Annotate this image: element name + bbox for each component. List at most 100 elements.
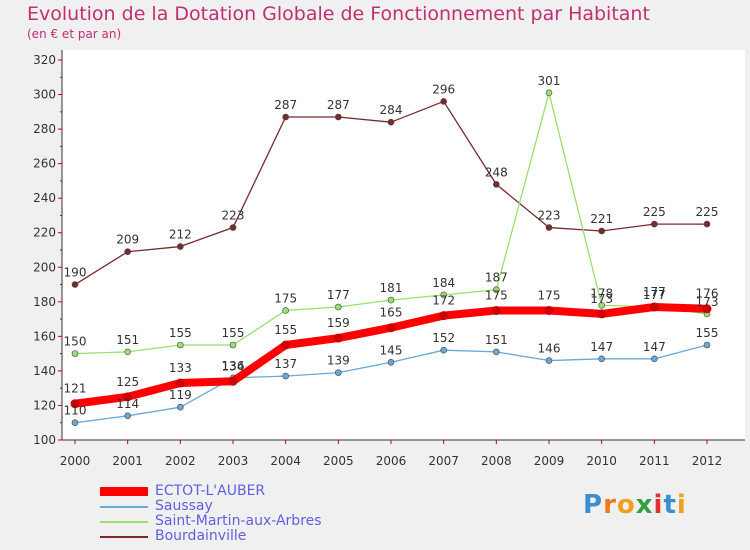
data-point-saussay — [124, 412, 131, 420]
data-label-saussay: 152 — [432, 331, 455, 345]
data-point-bourdainville — [387, 118, 395, 126]
x-tick-label: 2003 — [218, 454, 249, 468]
data-label-bourdainville: 225 — [696, 205, 719, 219]
data-point-saint_martin — [493, 286, 500, 294]
data-label-saint_martin: 301 — [538, 74, 561, 88]
data-point-saussay — [282, 372, 289, 380]
data-label-saint_martin: 178 — [590, 286, 613, 300]
data-label-saint_martin: 150 — [64, 335, 87, 349]
data-point-ectot — [702, 304, 712, 314]
data-point-saint_martin — [124, 348, 131, 356]
data-label-saint_martin: 184 — [432, 276, 455, 290]
data-label-saussay: 145 — [380, 343, 403, 357]
x-tick-label: 2005 — [323, 454, 354, 468]
data-point-bourdainville — [124, 248, 131, 256]
data-point-saint_martin — [71, 350, 79, 357]
data-label-ectot: 134 — [222, 359, 245, 373]
y-tick-label: 120 — [33, 398, 56, 412]
data-point-ectot — [386, 323, 396, 333]
data-point-saint_martin — [282, 307, 289, 314]
data-label-bourdainville: 284 — [380, 103, 403, 117]
data-point-saint_martin — [387, 296, 395, 304]
data-label-saussay: 137 — [274, 357, 297, 371]
data-label-ectot: 177 — [643, 285, 666, 299]
data-point-saussay — [493, 348, 500, 356]
data-label-bourdainville: 225 — [643, 205, 666, 219]
data-label-bourdainville: 287 — [327, 98, 350, 112]
legend-swatch-saint-martin — [100, 521, 148, 523]
x-tick-label: 2010 — [586, 454, 617, 468]
data-point-bourdainville — [703, 220, 711, 228]
data-label-ectot: 121 — [64, 382, 87, 396]
data-label-saussay: 114 — [116, 397, 139, 411]
x-tick-label: 2001 — [112, 454, 143, 468]
legend-label-bourdainville: Bourdainville — [155, 528, 247, 544]
data-point-saint_martin — [229, 341, 237, 349]
data-label-ectot: 165 — [380, 306, 403, 320]
chart-subtitle: (en € et par an) — [27, 27, 122, 41]
chart-title: Evolution de la Dotation Globale de Fonc… — [27, 3, 650, 25]
data-point-ectot — [70, 399, 80, 409]
data-label-saussay: 147 — [590, 340, 613, 354]
x-tick-label: 2002 — [165, 454, 196, 468]
data-label-ectot: 159 — [327, 316, 350, 330]
x-tick-label: 2007 — [428, 454, 459, 468]
data-point-ectot — [597, 309, 607, 319]
data-point-bourdainville — [493, 181, 500, 188]
data-label-bourdainville: 248 — [485, 165, 508, 179]
data-label-saint_martin: 175 — [274, 291, 297, 305]
data-point-saint_martin — [440, 291, 447, 299]
proxiti-logo: Proxiti — [583, 490, 687, 520]
data-point-saussay — [71, 419, 79, 427]
data-point-ectot — [544, 305, 554, 315]
data-point-bourdainville — [651, 220, 658, 228]
data-label-saint_martin: 173 — [696, 295, 719, 309]
data-label-saussay: 110 — [64, 404, 87, 418]
data-label-ectot: 176 — [696, 287, 719, 301]
data-point-saint_martin — [177, 341, 184, 349]
data-point-ectot — [228, 376, 238, 386]
data-label-ectot: 173 — [590, 292, 613, 306]
data-label-ectot: 175 — [485, 288, 508, 302]
data-point-ectot — [333, 333, 343, 343]
y-tick-label: 100 — [33, 433, 56, 447]
data-label-saussay: 136 — [222, 359, 245, 373]
x-tick-label: 2004 — [270, 454, 301, 468]
data-point-ectot — [123, 392, 133, 402]
legend-label-saussay: Saussay — [155, 498, 213, 514]
data-label-bourdainville: 223 — [538, 209, 561, 223]
x-tick-label: 2006 — [376, 454, 407, 468]
y-tick-label: 180 — [33, 295, 56, 309]
legend-label-saint-martin: Saint-Martin-aux-Arbres — [155, 513, 322, 529]
y-tick-label: 280 — [33, 122, 56, 136]
legend-swatch-saussay — [100, 506, 148, 508]
data-point-saussay — [651, 355, 658, 363]
y-tick-label: 200 — [33, 260, 56, 274]
y-tick-label: 300 — [33, 88, 56, 102]
data-label-saint_martin: 155 — [222, 326, 245, 340]
data-label-saussay: 139 — [327, 354, 350, 368]
data-label-saussay: 147 — [643, 340, 666, 354]
data-point-saint_martin — [335, 303, 342, 311]
data-label-bourdainville: 190 — [64, 266, 87, 280]
data-label-bourdainville: 296 — [432, 82, 455, 96]
data-point-saint_martin — [545, 89, 553, 97]
data-point-saussay — [440, 346, 447, 354]
data-label-saussay: 151 — [485, 333, 508, 347]
data-point-saussay — [335, 369, 342, 376]
data-label-bourdainville: 212 — [169, 228, 192, 242]
data-label-saint_martin: 187 — [485, 271, 508, 285]
legend-swatch-ectot — [100, 487, 148, 496]
data-point-bourdainville — [598, 227, 605, 235]
data-label-ectot: 125 — [116, 375, 139, 389]
data-point-bourdainville — [440, 98, 447, 105]
data-label-bourdainville: 287 — [274, 98, 297, 112]
legend-swatch-bourdainville — [100, 536, 148, 538]
data-label-ectot: 133 — [169, 361, 192, 375]
data-label-ectot: 155 — [274, 323, 297, 337]
data-label-saint_martin: 151 — [116, 333, 139, 347]
x-tick-label: 2008 — [481, 454, 512, 468]
data-point-saint_martin — [598, 301, 605, 309]
y-tick-label: 140 — [33, 364, 56, 378]
